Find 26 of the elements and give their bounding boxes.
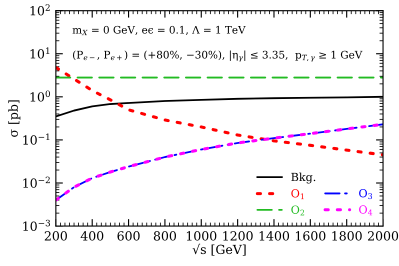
y-tick-label: 10$^{0}$ [30, 90, 50, 102]
x-tick-label: 1400 [260, 231, 290, 241]
x-tick-label: 200 [44, 231, 67, 241]
legend-label: Bkg. [291, 172, 316, 184]
x-tick-label: 1800 [332, 231, 362, 241]
y-tick-label: 10$^{−3}$ [23, 220, 50, 231]
y-tick-label: 10$^{1}$ [30, 47, 50, 59]
x-tick-label: 1200 [223, 231, 253, 241]
x-tick-label: 1000 [186, 231, 216, 241]
x-tick-label: 400 [80, 231, 104, 241]
x-tick-label: 800 [154, 231, 176, 241]
annotation: m$_{X}$ = 0 GeV, eϵ = 0.1, Λ = 1 TeV [72, 26, 246, 36]
text: (P$_{e−}$, P$_{e+}$) = (+80%, −30%), |η$_{γ}$| ≤ 3.35, p$_{T,γ}$ ≥ 1 GeV [73, 50, 362, 62]
legend-label: O$_{2}$ [291, 205, 304, 216]
legend-label: O$_{4}$ [359, 205, 372, 216]
legend-label: O$_{1}$ [291, 189, 304, 200]
x-tick-label: 2000 [368, 231, 398, 241]
x-tick-label: 1600 [296, 231, 326, 241]
x-axis-title: √s [GeV] [192, 244, 246, 256]
y-tick-label: 10$^{−2}$ [23, 176, 50, 188]
y-axis-title: σ [pb] [8, 100, 20, 137]
line-series [56, 66, 384, 156]
y-tick-label: 10$^{−1}$ [23, 134, 50, 145]
x-tick-label: 600 [117, 231, 140, 241]
y-tick-label: 10$^{2}$ [30, 4, 50, 16]
legend-label: O$_{3}$ [359, 188, 372, 200]
